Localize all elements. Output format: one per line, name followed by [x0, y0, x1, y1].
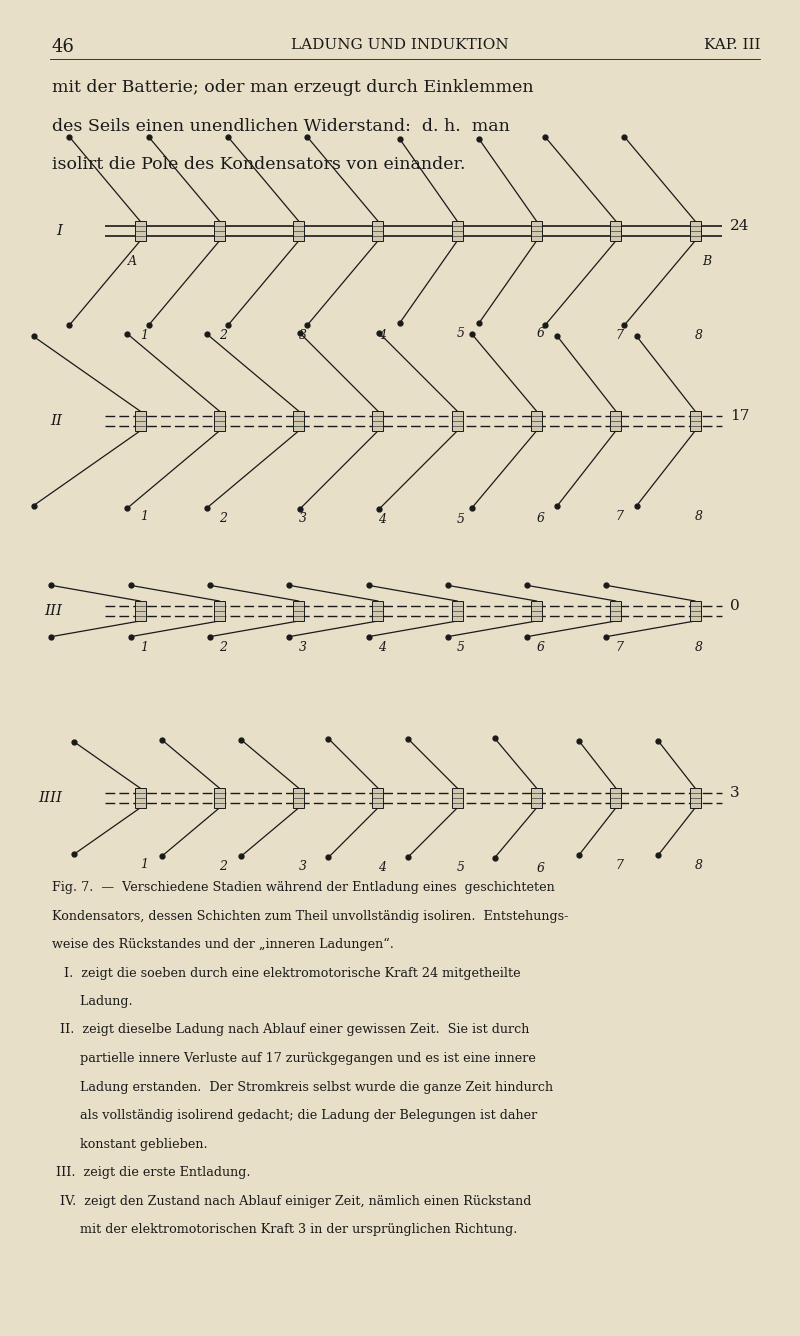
Text: KAP. III: KAP. III [703, 37, 760, 52]
Bar [610, 411, 622, 432]
Bar [452, 411, 462, 432]
Text: 3: 3 [298, 860, 306, 874]
Bar [610, 601, 622, 621]
Text: 7: 7 [616, 859, 624, 872]
Text: 6: 6 [537, 327, 545, 339]
Text: 7: 7 [616, 329, 624, 342]
Text: 4: 4 [378, 329, 386, 342]
Text: als vollständig isolirend gedacht; die Ladung der Belegungen ist daher: als vollständig isolirend gedacht; die L… [52, 1109, 538, 1122]
Bar [452, 220, 462, 240]
Text: 5: 5 [457, 862, 465, 875]
Text: 2: 2 [219, 860, 227, 874]
Bar [293, 788, 304, 808]
Text: IV.  zeigt den Zustand nach Ablauf einiger Zeit, nämlich einen Rückstand: IV. zeigt den Zustand nach Ablauf einige… [52, 1194, 531, 1208]
Text: II: II [50, 414, 62, 428]
Text: 6: 6 [537, 641, 545, 653]
Bar [293, 411, 304, 432]
Text: mit der Batterie; oder man erzeugt durch Einklemmen: mit der Batterie; oder man erzeugt durch… [52, 79, 534, 96]
Text: 1: 1 [140, 509, 148, 522]
Bar [134, 220, 146, 240]
Text: 5: 5 [457, 513, 465, 526]
Text: 3: 3 [730, 786, 740, 800]
Text: 3: 3 [298, 512, 306, 525]
Text: Ladung erstanden.  Der Stromkreis selbst wurde die ganze Zeit hindurch: Ladung erstanden. Der Stromkreis selbst … [52, 1081, 553, 1093]
Bar [690, 788, 701, 808]
Text: des Seils einen unendlichen Widerstand:  d. h.  man: des Seils einen unendlichen Widerstand: … [52, 118, 510, 135]
Text: 1: 1 [140, 858, 148, 871]
Bar [690, 411, 701, 432]
Bar [134, 788, 146, 808]
Text: 7: 7 [616, 510, 624, 522]
Bar [372, 220, 383, 240]
Bar [610, 788, 622, 808]
Text: Ladung.: Ladung. [52, 995, 133, 1007]
Text: mit der elektromotorischen Kraft 3 in der ursprünglichen Richtung.: mit der elektromotorischen Kraft 3 in de… [52, 1222, 518, 1236]
Text: 8: 8 [695, 329, 703, 342]
Text: I: I [56, 224, 62, 238]
Text: B: B [702, 255, 711, 269]
Text: isolirt die Pole des Kondensators von einander.: isolirt die Pole des Kondensators von ei… [52, 156, 466, 172]
Text: 8: 8 [695, 641, 703, 653]
Bar [452, 601, 462, 621]
Text: 8: 8 [695, 510, 703, 522]
Text: 5: 5 [457, 327, 465, 339]
Text: 8: 8 [695, 859, 703, 872]
Text: 2: 2 [219, 512, 227, 525]
Text: weise des Rückstandes und der „inneren Ladungen“.: weise des Rückstandes und der „inneren L… [52, 938, 394, 951]
Bar [531, 411, 542, 432]
Bar [531, 788, 542, 808]
Bar [214, 220, 225, 240]
Bar [690, 601, 701, 621]
Text: A: A [127, 255, 137, 269]
Bar [372, 601, 383, 621]
Text: konstant geblieben.: konstant geblieben. [52, 1137, 208, 1150]
Text: 5: 5 [457, 641, 465, 653]
Bar [214, 788, 225, 808]
Bar [531, 220, 542, 240]
Text: LADUNG UND INDUKTION: LADUNG UND INDUKTION [291, 37, 509, 52]
Text: IIII: IIII [38, 791, 62, 806]
Bar [293, 601, 304, 621]
Bar [531, 601, 542, 621]
Text: I.  zeigt die soeben durch eine elektromotorische Kraft 24 mitgetheilte: I. zeigt die soeben durch eine elektromo… [52, 966, 521, 979]
Bar [134, 601, 146, 621]
Text: III.  zeigt die erste Entladung.: III. zeigt die erste Entladung. [52, 1166, 250, 1178]
Text: 24: 24 [730, 219, 750, 232]
Bar [214, 411, 225, 432]
Text: 7: 7 [616, 641, 624, 653]
Bar [134, 411, 146, 432]
Text: Kondensators, dessen Schichten zum Theil unvollständig isoliren.  Entstehungs-: Kondensators, dessen Schichten zum Theil… [52, 910, 568, 922]
Bar [372, 411, 383, 432]
Text: 3: 3 [298, 329, 306, 342]
Text: 0: 0 [730, 599, 740, 613]
Text: 4: 4 [378, 641, 386, 653]
Text: 6: 6 [537, 862, 545, 875]
Text: 2: 2 [219, 329, 227, 342]
Text: Fig. 7.  —  Verschiedene Stadien während der Entladung eines  geschichteten: Fig. 7. — Verschiedene Stadien während d… [52, 880, 554, 894]
Bar [293, 220, 304, 240]
Bar [214, 601, 225, 621]
Text: 3: 3 [298, 641, 306, 653]
Text: 17: 17 [730, 409, 750, 424]
Text: 2: 2 [219, 641, 227, 653]
Text: 6: 6 [537, 512, 545, 525]
Bar [452, 788, 462, 808]
Text: 46: 46 [52, 37, 75, 56]
Text: II.  zeigt dieselbe Ladung nach Ablauf einer gewissen Zeit.  Sie ist durch: II. zeigt dieselbe Ladung nach Ablauf ei… [52, 1023, 530, 1037]
Text: 4: 4 [378, 862, 386, 875]
Text: partielle innere Verluste auf 17 zurückgegangen und es ist eine innere: partielle innere Verluste auf 17 zurückg… [52, 1051, 536, 1065]
Text: III: III [44, 604, 62, 619]
Text: 1: 1 [140, 329, 148, 342]
Bar [690, 220, 701, 240]
Bar [610, 220, 622, 240]
Text: 4: 4 [378, 513, 386, 526]
Bar [372, 788, 383, 808]
Text: 1: 1 [140, 641, 148, 653]
